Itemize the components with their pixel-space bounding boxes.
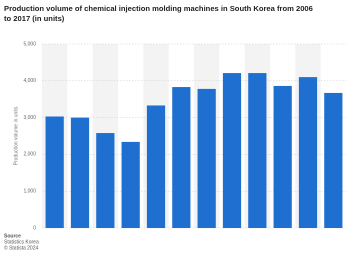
source-label: Source <box>4 233 21 239</box>
source-name: Statistics Korea <box>4 239 39 245</box>
bar <box>298 77 318 229</box>
bar <box>70 117 90 228</box>
bar <box>45 116 64 228</box>
bar <box>121 141 140 228</box>
y-tick-label: 2,000 <box>23 152 36 158</box>
bar <box>197 88 216 228</box>
y-axis-label: Production volume in units <box>13 106 19 165</box>
bar <box>96 133 115 228</box>
bar <box>222 73 242 229</box>
y-tick-label: 0 <box>33 225 36 231</box>
chart-title: Production volume of chemical injection … <box>4 4 313 13</box>
bar <box>324 92 343 228</box>
y-tick-label: 5,000 <box>23 41 36 47</box>
bar <box>146 105 166 228</box>
chart-title: to 2017 (in units) <box>4 14 65 23</box>
bar <box>273 85 292 229</box>
bar <box>248 73 267 229</box>
y-tick-label: 3,000 <box>23 115 36 121</box>
copyright: © Statista 2024 <box>4 244 38 251</box>
y-tick-label: 4,000 <box>23 78 36 84</box>
y-tick-label: 1,000 <box>23 189 36 195</box>
bar <box>172 87 191 228</box>
